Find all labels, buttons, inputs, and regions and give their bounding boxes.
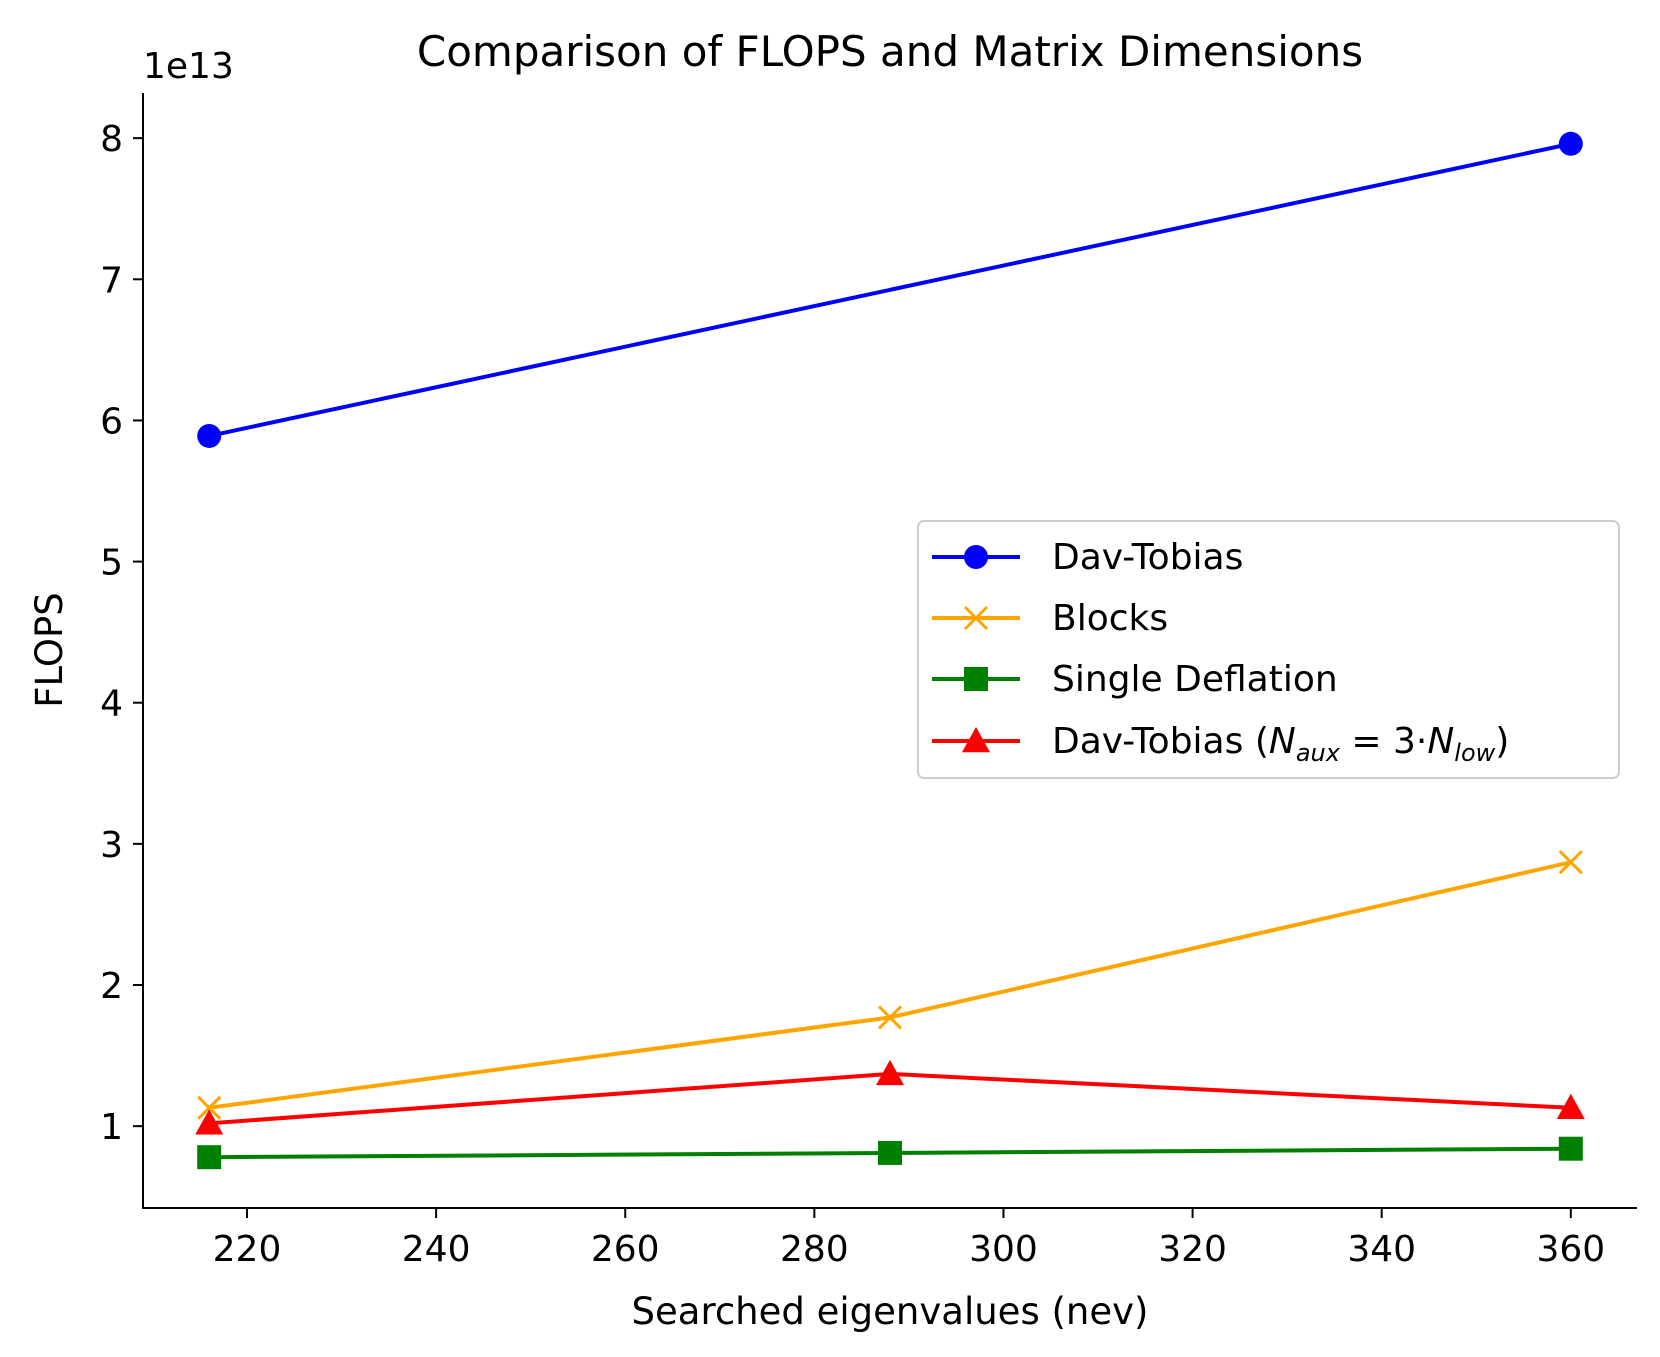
data-point-dav-tobias <box>1558 131 1583 156</box>
legend-label-prefix: Dav-Tobias ( <box>1052 721 1269 762</box>
series-line-dav-tobias <box>208 141 1572 438</box>
data-point-blocks <box>877 1005 903 1030</box>
legend-handles <box>932 545 1020 753</box>
x-tick-label: 220 <box>213 1229 282 1270</box>
y-tick-label: 1 <box>100 1107 123 1148</box>
data-point-blocks <box>1558 850 1583 875</box>
series-dav-tobias <box>197 131 1583 448</box>
x-tick-label: 300 <box>969 1229 1038 1270</box>
legend-label-dav-tobias-naux: Dav-Tobias (Naux = 3·Nlow) <box>1052 721 1509 767</box>
x-tick-label: 280 <box>780 1229 849 1270</box>
data-point-single-deflation <box>197 1145 222 1170</box>
legend: Dav-Tobias Blocks Single Deflation Dav-T… <box>917 520 1620 779</box>
legend-label-mid: = 3· <box>1340 721 1427 762</box>
y-tick-label: 4 <box>100 684 123 725</box>
data-point-dav-tobias-n-aux-3-n-low <box>1556 1093 1585 1119</box>
x-tick-label: 260 <box>591 1229 660 1270</box>
y-axis-label: FLOPS <box>28 592 71 708</box>
legend-label-n-aux: N <box>1269 721 1296 762</box>
legend-label-suffix: ) <box>1495 721 1509 762</box>
legend-frame <box>917 520 1620 779</box>
legend-marker-dav-tobias-n-aux-3-n-low <box>962 727 990 753</box>
legend-label-dav-tobias: Dav-Tobias <box>1052 537 1243 578</box>
legend-label-blocks: Blocks <box>1052 598 1168 639</box>
series-dav-tobias-n-aux-3-n-low <box>195 1059 1585 1135</box>
y-tick-label: 6 <box>100 401 123 442</box>
series-layer <box>195 131 1585 1170</box>
legend-marker-single-deflation <box>964 667 988 691</box>
legend-label-n-low: N <box>1427 721 1454 762</box>
data-point-single-deflation <box>878 1140 902 1165</box>
x-tick-label: 320 <box>1158 1229 1227 1270</box>
chart-title: Comparison of FLOPS and Matrix Dimension… <box>417 27 1363 76</box>
x-axis-ticks: 220 240 260 280 300 320 340 360 <box>213 1208 1605 1270</box>
y-axis-offset-label: 1e13 <box>143 46 234 87</box>
y-axis-ticks: 1 2 3 4 5 6 7 8 <box>100 119 143 1148</box>
x-axis-label: Searched eigenvalues (nev) <box>632 1290 1149 1333</box>
y-tick-label: 3 <box>100 825 123 866</box>
data-point-dav-tobias-n-aux-3-n-low <box>876 1059 904 1086</box>
y-tick-label: 2 <box>100 966 123 1007</box>
y-tick-label: 5 <box>100 543 123 584</box>
data-point-dav-tobias-n-aux-3-n-low <box>195 1109 224 1135</box>
series-blocks <box>197 850 1583 1120</box>
legend-marker-blocks <box>963 605 989 631</box>
x-tick-label: 240 <box>402 1229 471 1270</box>
x-tick-label: 360 <box>1536 1229 1605 1270</box>
x-tick-label: 340 <box>1347 1229 1416 1270</box>
legend-label-sub-aux: aux <box>1296 739 1341 767</box>
legend-label-single-deflation: Single Deflation <box>1052 659 1338 700</box>
y-tick-label: 7 <box>100 260 123 301</box>
data-point-dav-tobias <box>197 423 222 448</box>
legend-label-sub-low: low <box>1454 739 1495 767</box>
data-point-single-deflation <box>1558 1136 1583 1161</box>
series-single-deflation <box>197 1136 1583 1170</box>
data-point-blocks <box>197 1095 222 1120</box>
y-tick-label: 8 <box>100 119 123 160</box>
legend-marker-dav-tobias <box>964 545 988 569</box>
